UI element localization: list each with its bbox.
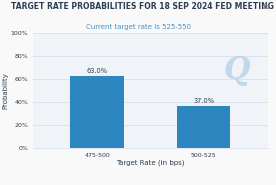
X-axis label: Target Rate (in bps): Target Rate (in bps) [116,160,185,166]
Bar [177,106,230,148]
Text: Current target rate is 525-550: Current target rate is 525-550 [86,24,190,30]
Text: ≡: ≡ [262,2,270,12]
Y-axis label: Probability: Probability [2,72,9,109]
Text: 37.0%: 37.0% [193,98,214,104]
Bar [70,76,124,148]
Text: TARGET RATE PROBABILITIES FOR 18 SEP 2024 FED MEETING: TARGET RATE PROBABILITIES FOR 18 SEP 202… [11,2,274,11]
Text: 63.0%: 63.0% [87,68,108,74]
Text: Q: Q [224,55,251,85]
